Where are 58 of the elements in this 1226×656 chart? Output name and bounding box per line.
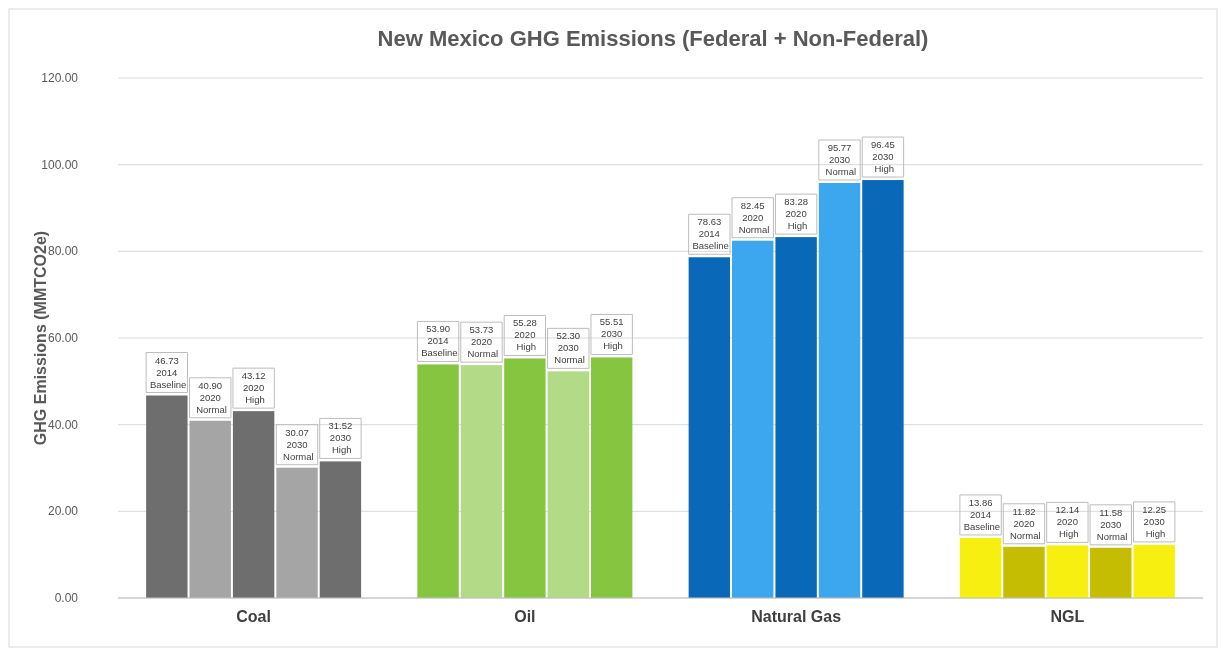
data-label: 30.07 bbox=[285, 426, 309, 438]
y-tick-label: 20.00 bbox=[47, 504, 79, 519]
data-label: 40.90 bbox=[198, 379, 223, 391]
data-label: 96.45 bbox=[871, 139, 895, 151]
callout-box: 83.28 2020 High bbox=[774, 193, 818, 235]
series-label: 2020 High bbox=[242, 382, 265, 406]
callout-box: 12.14 2020 High bbox=[1046, 501, 1089, 543]
callout-box: 52.30 2030 Normal bbox=[547, 327, 590, 369]
callout-box: 11.58 2030 Normal bbox=[1089, 504, 1132, 546]
y-tick-label: 40.00 bbox=[47, 417, 79, 432]
callout-box: 95.77 2030 Normal bbox=[818, 139, 861, 181]
x-tick-label: Natural Gas bbox=[751, 608, 842, 625]
series-label: 2030 Normal bbox=[280, 438, 314, 462]
callout-box: 55.28 2020 High bbox=[503, 314, 547, 356]
data-label: 53.73 bbox=[469, 324, 494, 336]
x-tick-label: Oil bbox=[514, 608, 536, 625]
data-label: 46.73 bbox=[154, 354, 179, 366]
data-label: 78.63 bbox=[697, 216, 722, 228]
chart-title: New Mexico GHG Emissions (Federal + Non-Federal) bbox=[377, 26, 929, 51]
callout-box: 40.90 2020 Normal bbox=[189, 377, 232, 419]
y-tick-label: 120.00 bbox=[41, 71, 79, 85]
callout-box: 82.45 2020 Normal bbox=[731, 197, 774, 239]
callout-box: 55.51 2030 High bbox=[590, 313, 633, 355]
y-tick-label: 0.00 bbox=[54, 591, 79, 605]
y-tick-label: 80.00 bbox=[47, 244, 79, 259]
y-axis-title: GHG Emissions (MMTCO2e) bbox=[32, 230, 49, 446]
series-label: 2014 Baseline bbox=[689, 228, 729, 252]
data-label: 12.14 bbox=[1055, 504, 1080, 516]
data-label: 11.82 bbox=[1012, 505, 1036, 517]
callout-box: 30.07 2030 Normal bbox=[275, 424, 319, 466]
y-tick-label: 60.00 bbox=[47, 331, 79, 345]
callout-box: 53.73 2020 Normal bbox=[460, 321, 503, 363]
callout-box: 13.86 2014 Baseline bbox=[959, 494, 1002, 536]
callout-box: 96.45 2030 High bbox=[861, 136, 905, 178]
x-tick-label: Coal bbox=[236, 608, 271, 625]
series-label: 2030 High bbox=[329, 432, 352, 456]
x-tick-label: NGL bbox=[1050, 608, 1085, 625]
data-label: 31.52 bbox=[328, 420, 353, 432]
data-label: 13.86 bbox=[968, 496, 993, 508]
data-label: 82.45 bbox=[740, 199, 765, 211]
callout-box: 78.63 2014 Baseline bbox=[688, 213, 731, 255]
data-label: 55.28 bbox=[512, 317, 537, 329]
callout-box: 43.12 2020 High bbox=[232, 367, 275, 409]
callout-box: 53.90 2014 Baseline bbox=[416, 320, 460, 362]
data-label: 12.25 bbox=[1142, 503, 1167, 515]
callout-box: 11.82 2020 Normal bbox=[1002, 503, 1046, 545]
data-label: 52.30 bbox=[556, 330, 581, 342]
data-label: 11.58 bbox=[1099, 506, 1123, 518]
data-label: 43.12 bbox=[241, 370, 266, 382]
callout-box: 31.52 2030 High bbox=[319, 417, 362, 459]
callout-box: 46.73 2014 Baseline bbox=[145, 352, 189, 393]
data-label: 95.77 bbox=[827, 142, 852, 153]
y-tick-label: 100.00 bbox=[41, 157, 79, 172]
callout-box: 12.25 2030 High bbox=[1132, 501, 1176, 543]
data-label: 53.90 bbox=[426, 323, 450, 335]
data-label: 55.51 bbox=[599, 316, 624, 328]
series-label: 2020 Normal bbox=[193, 391, 227, 415]
data-label: 83.28 bbox=[784, 196, 809, 208]
